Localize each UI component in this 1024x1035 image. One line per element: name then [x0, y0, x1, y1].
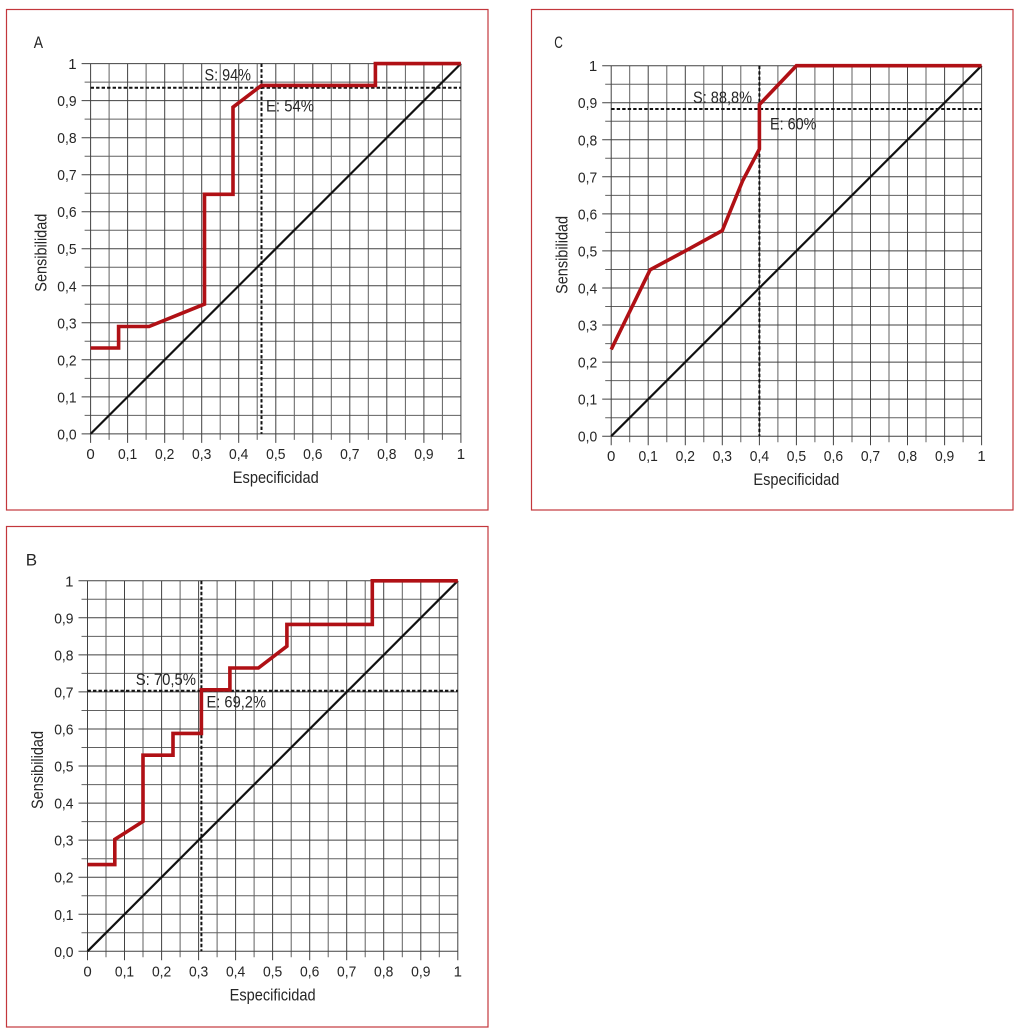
svg-text:S: 88,8%: S: 88,8% [693, 89, 752, 107]
svg-text:0,6: 0,6 [54, 722, 73, 739]
svg-text:0,7: 0,7 [340, 446, 359, 463]
svg-text:0,0: 0,0 [57, 426, 76, 443]
svg-text:0,9: 0,9 [54, 610, 73, 627]
svg-text:0,7: 0,7 [578, 169, 597, 186]
svg-text:Sensibilidad: Sensibilidad [33, 214, 51, 292]
svg-text:0,1: 0,1 [57, 389, 76, 406]
svg-text:0,8: 0,8 [54, 647, 73, 664]
svg-text:0,9: 0,9 [578, 95, 597, 112]
svg-text:0,1: 0,1 [639, 448, 658, 465]
svg-text:1: 1 [977, 448, 985, 465]
svg-text:0,2: 0,2 [676, 448, 695, 465]
svg-text:0,6: 0,6 [303, 446, 322, 463]
svg-text:Sensibilidad: Sensibilidad [554, 216, 572, 294]
svg-text:1: 1 [589, 58, 597, 75]
svg-text:0,3: 0,3 [189, 963, 208, 980]
svg-text:0,3: 0,3 [54, 833, 73, 850]
svg-text:0,2: 0,2 [578, 355, 597, 372]
svg-text:0,4: 0,4 [750, 448, 769, 465]
svg-text:0,7: 0,7 [54, 685, 73, 702]
svg-text:0,7: 0,7 [337, 963, 356, 980]
svg-text:0,8: 0,8 [898, 448, 917, 465]
svg-text:0,9: 0,9 [411, 963, 430, 980]
svg-text:0,5: 0,5 [57, 241, 76, 258]
svg-text:0,5: 0,5 [578, 243, 597, 260]
svg-text:0,6: 0,6 [824, 448, 843, 465]
svg-text:0,1: 0,1 [54, 907, 73, 924]
svg-text:Especificidad: Especificidad [230, 986, 316, 1004]
svg-text:B: B [26, 551, 37, 570]
svg-text:A: A [34, 33, 44, 52]
svg-text:0,7: 0,7 [861, 448, 880, 465]
svg-text:1: 1 [65, 573, 73, 590]
svg-text:0,2: 0,2 [152, 963, 171, 980]
svg-text:0,5: 0,5 [787, 448, 806, 465]
svg-text:0,5: 0,5 [263, 963, 282, 980]
svg-text:0,2: 0,2 [54, 870, 73, 887]
svg-text:0,1: 0,1 [115, 963, 134, 980]
svg-text:0,3: 0,3 [192, 446, 211, 463]
svg-text:0,4: 0,4 [226, 963, 245, 980]
svg-text:0,2: 0,2 [155, 446, 174, 463]
svg-text:0,1: 0,1 [118, 446, 137, 463]
svg-text:0,3: 0,3 [57, 315, 76, 332]
svg-text:0,5: 0,5 [54, 759, 73, 776]
svg-text:Especificidad: Especificidad [233, 469, 319, 487]
svg-text:0,9: 0,9 [57, 93, 76, 110]
svg-text:Especificidad: Especificidad [753, 471, 839, 489]
svg-text:0,6: 0,6 [57, 204, 76, 221]
svg-text:0,8: 0,8 [57, 130, 76, 147]
svg-text:0,3: 0,3 [578, 318, 597, 335]
svg-text:0,4: 0,4 [229, 446, 248, 463]
svg-text:0,7: 0,7 [57, 167, 76, 184]
svg-text:1: 1 [457, 446, 465, 463]
svg-text:0,0: 0,0 [54, 944, 73, 961]
svg-text:0,6: 0,6 [578, 206, 597, 223]
svg-text:1: 1 [68, 56, 76, 73]
svg-text:0,8: 0,8 [377, 446, 396, 463]
svg-text:0,3: 0,3 [713, 448, 732, 465]
svg-text:E: 69,2%: E: 69,2% [207, 694, 267, 712]
svg-text:0,9: 0,9 [935, 448, 954, 465]
svg-text:S: 70,5%: S: 70,5% [136, 671, 197, 689]
svg-text:Sensibilidad: Sensibilidad [29, 731, 47, 809]
svg-text:0,8: 0,8 [374, 963, 393, 980]
svg-text:0,5: 0,5 [266, 446, 285, 463]
svg-text:E: 54%: E: 54% [266, 97, 314, 115]
svg-text:C: C [554, 33, 563, 52]
svg-text:0,8: 0,8 [578, 132, 597, 149]
svg-text:0: 0 [607, 448, 615, 465]
svg-text:0,2: 0,2 [57, 352, 76, 369]
svg-text:0,9: 0,9 [414, 446, 433, 463]
svg-text:0: 0 [83, 963, 91, 980]
svg-text:0,4: 0,4 [54, 796, 73, 813]
svg-text:0,6: 0,6 [300, 963, 319, 980]
svg-text:E: 60%: E: 60% [770, 116, 817, 134]
svg-text:0,1: 0,1 [578, 392, 597, 409]
svg-text:0,4: 0,4 [578, 281, 597, 298]
svg-text:0,0: 0,0 [578, 429, 597, 446]
svg-text:S: 94%: S: 94% [205, 67, 252, 85]
svg-text:0,4: 0,4 [57, 278, 76, 295]
svg-text:1: 1 [454, 963, 462, 980]
svg-text:0: 0 [86, 446, 94, 463]
